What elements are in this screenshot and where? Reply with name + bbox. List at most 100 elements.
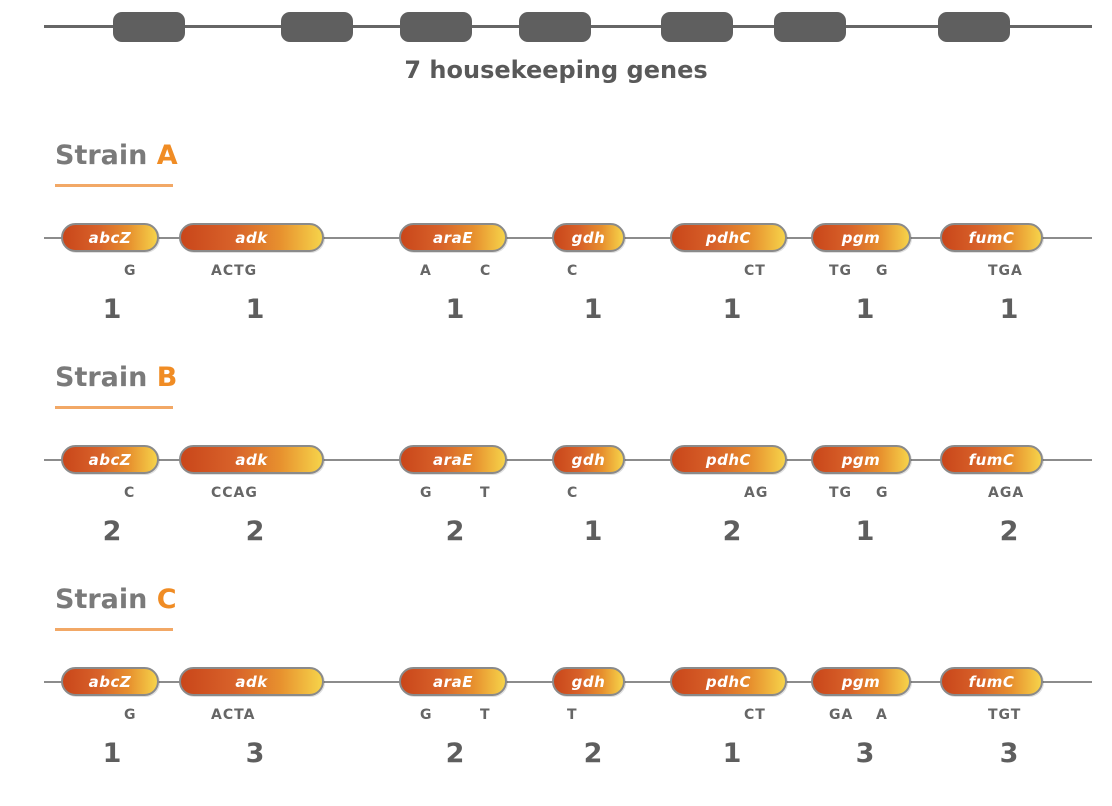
gene-block-pdhc: pdhC — [670, 223, 787, 252]
gene-label: adk — [235, 451, 268, 469]
allele-number: 1 — [999, 294, 1019, 325]
strain-title-underline — [55, 406, 173, 409]
allele-number: 1 — [102, 738, 122, 769]
reference-gene-block — [938, 12, 1010, 42]
allele-number: 3 — [245, 738, 265, 769]
snp-sequence: G — [876, 263, 889, 279]
allele-number: 1 — [445, 294, 465, 325]
gene-label: gdh — [571, 451, 606, 469]
gene-block-fumc: fumC — [940, 223, 1043, 252]
snp-sequence: G — [420, 707, 433, 723]
snp-sequence: G — [124, 263, 137, 279]
gene-label: adk — [235, 673, 268, 691]
allele-number: 2 — [583, 738, 603, 769]
strain-title-underline — [55, 628, 173, 631]
snp-sequence: T — [480, 707, 491, 723]
gene-label: adk — [235, 229, 268, 247]
reference-gene-block — [661, 12, 733, 42]
allele-number: 1 — [722, 294, 742, 325]
gene-label: abcZ — [88, 229, 132, 247]
snp-sequence: GA — [829, 707, 854, 723]
allele-number: 1 — [245, 294, 265, 325]
gene-block-abcz: abcZ — [61, 667, 159, 696]
snp-sequence: C — [567, 485, 579, 501]
reference-gene-block — [113, 12, 185, 42]
allele-number: 3 — [999, 738, 1019, 769]
gene-label: gdh — [571, 673, 606, 691]
reference-gene-block — [400, 12, 472, 42]
snp-sequence: A — [876, 707, 888, 723]
gene-block-abcz: abcZ — [61, 445, 159, 474]
gene-label: pdhC — [705, 673, 752, 691]
gene-label: abcZ — [88, 451, 132, 469]
allele-number: 2 — [999, 516, 1019, 547]
gene-label: fumC — [968, 673, 1015, 691]
snp-sequence: C — [480, 263, 492, 279]
gene-block-fumc: fumC — [940, 667, 1043, 696]
snp-sequence: A — [420, 263, 432, 279]
snp-sequence: C — [124, 485, 136, 501]
gene-label: pdhC — [705, 451, 752, 469]
gene-block-arae: araE — [399, 223, 507, 252]
gene-block-arae: araE — [399, 445, 507, 474]
gene-block-adk: adk — [179, 667, 324, 696]
strain-title-underline — [55, 184, 173, 187]
gene-label: abcZ — [88, 673, 132, 691]
snp-sequence: G — [124, 707, 137, 723]
allele-number: 2 — [445, 516, 465, 547]
allele-number: 1 — [102, 294, 122, 325]
gene-label: pdhC — [705, 229, 752, 247]
reference-gene-block — [774, 12, 846, 42]
gene-block-abcz: abcZ — [61, 223, 159, 252]
gene-label: fumC — [968, 229, 1015, 247]
snp-sequence: CT — [744, 707, 766, 723]
allele-number: 1 — [583, 516, 603, 547]
gene-label: pgm — [841, 229, 881, 247]
gene-block-gdh: gdh — [552, 223, 625, 252]
strain-title: Strain B — [55, 362, 177, 393]
gene-block-gdh: gdh — [552, 445, 625, 474]
strain-letter: A — [156, 140, 178, 171]
gene-label: araE — [433, 451, 473, 469]
strain-word: Strain — [55, 584, 148, 615]
strain-letter: C — [156, 584, 177, 615]
snp-sequence: AG — [744, 485, 769, 501]
strain-word: Strain — [55, 140, 148, 171]
allele-number: 2 — [445, 738, 465, 769]
allele-number: 2 — [102, 516, 122, 547]
allele-number: 1 — [855, 294, 875, 325]
gene-block-adk: adk — [179, 223, 324, 252]
snp-sequence: C — [567, 263, 579, 279]
gene-block-pgm: pgm — [811, 445, 911, 474]
snp-sequence: TG — [829, 485, 853, 501]
strain-word: Strain — [55, 362, 148, 393]
snp-sequence: TGA — [988, 263, 1023, 279]
reference-gene-block — [519, 12, 591, 42]
gene-label: araE — [433, 229, 473, 247]
snp-sequence: G — [876, 485, 889, 501]
gene-block-pgm: pgm — [811, 223, 911, 252]
strain-title: Strain C — [55, 584, 177, 615]
strain-block-b: Strain B abcZ adk araE gdh pdhC pgm fumC C CCAG G T… — [0, 362, 1112, 584]
gene-label: fumC — [968, 451, 1015, 469]
housekeeping-genes-caption: 7 housekeeping genes — [404, 56, 708, 84]
gene-label: gdh — [571, 229, 606, 247]
allele-number: 2 — [722, 516, 742, 547]
reference-gene-block — [281, 12, 353, 42]
snp-sequence: CCAG — [211, 485, 258, 501]
gene-label: pgm — [841, 673, 881, 691]
snp-sequence: T — [567, 707, 578, 723]
snp-sequence: TG — [829, 263, 853, 279]
snp-sequence: CT — [744, 263, 766, 279]
allele-number: 2 — [245, 516, 265, 547]
gene-block-pdhc: pdhC — [670, 445, 787, 474]
gene-block-arae: araE — [399, 667, 507, 696]
snp-sequence: TGT — [988, 707, 1022, 723]
snp-sequence: ACTA — [211, 707, 256, 723]
snp-sequence: ACTG — [211, 263, 258, 279]
allele-number: 1 — [583, 294, 603, 325]
gene-label: pgm — [841, 451, 881, 469]
snp-sequence: G — [420, 485, 433, 501]
